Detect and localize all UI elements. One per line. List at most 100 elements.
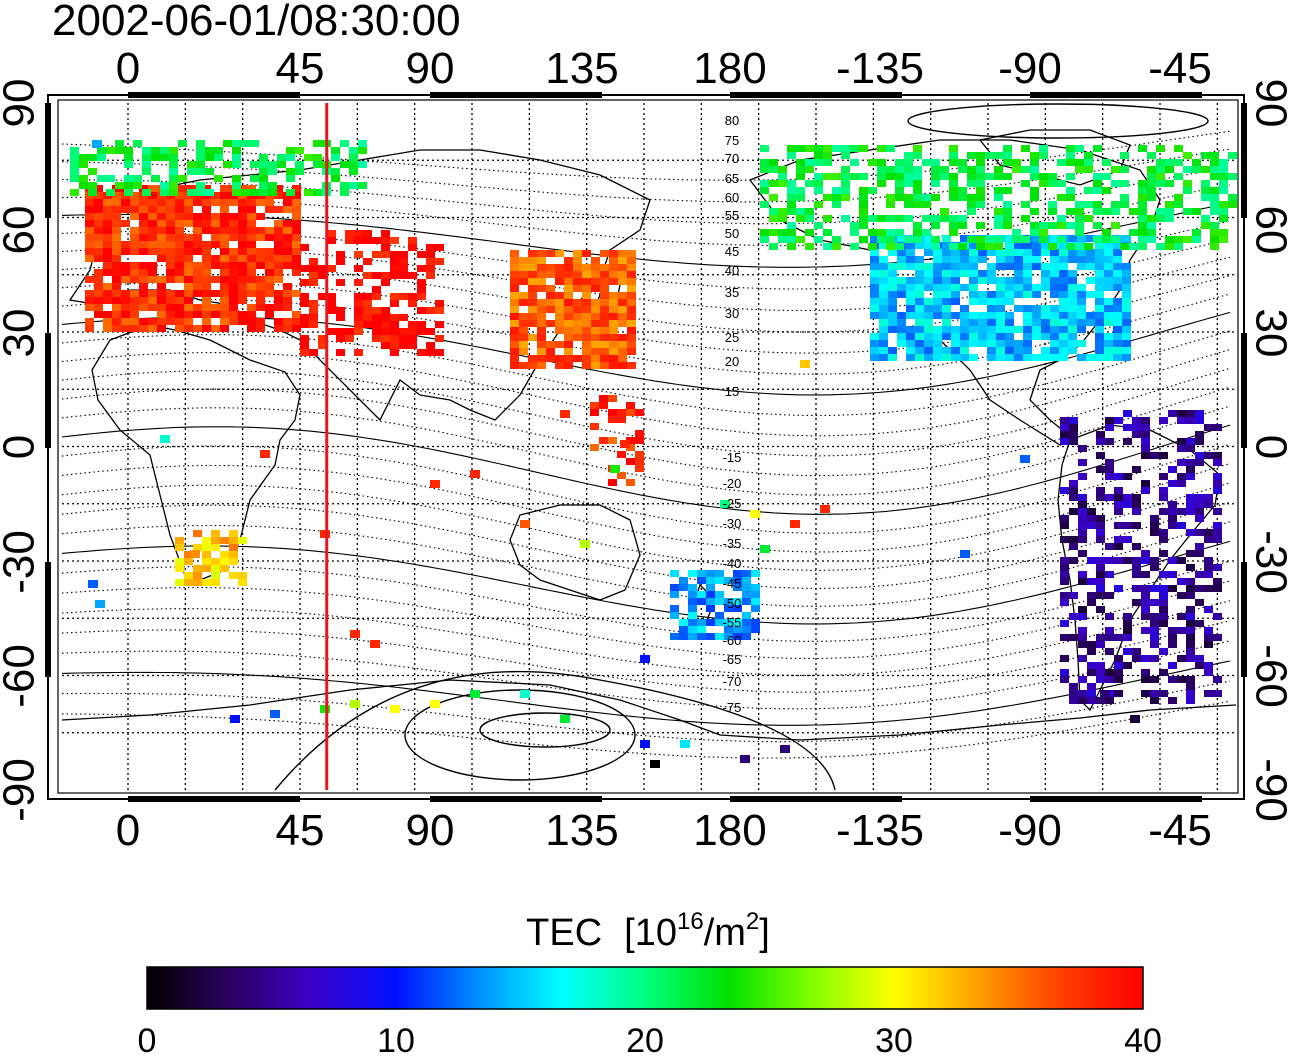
tec-cell	[1041, 333, 1050, 340]
tec-cell	[381, 335, 390, 342]
tec-cell	[1066, 194, 1075, 201]
tec-cell	[1150, 613, 1159, 620]
tec-cell	[1111, 208, 1120, 215]
tec-cell	[85, 199, 94, 206]
tec-cell	[292, 255, 301, 262]
tec-cell	[1165, 180, 1174, 187]
tec-cell	[976, 180, 985, 187]
tec-cell	[274, 304, 283, 311]
tec-cell	[897, 312, 906, 319]
tec-cell	[300, 335, 309, 342]
tec-cell	[994, 215, 1003, 222]
tec-cell	[220, 537, 229, 544]
tec-cell	[363, 293, 372, 300]
tec-cell	[787, 208, 796, 215]
tec-cell	[537, 348, 546, 355]
tec-cell	[1005, 298, 1014, 305]
tec-cell	[626, 409, 635, 416]
tec-cell	[130, 234, 139, 241]
tec-cell	[960, 270, 969, 277]
tec-cell	[1186, 459, 1195, 466]
tec-cell	[417, 349, 426, 356]
tec-cell	[841, 180, 850, 187]
tec-cell	[1077, 305, 1086, 312]
tec-cell	[969, 277, 978, 284]
tec-cell	[1147, 236, 1156, 243]
tec-cell	[157, 311, 166, 318]
tec-cell	[202, 318, 211, 325]
tec-cell	[924, 284, 933, 291]
tec-cell	[340, 140, 349, 147]
tec-cell	[697, 591, 706, 598]
tec-cell	[238, 579, 247, 586]
tec-cell	[1060, 564, 1069, 571]
tec-cell	[832, 187, 841, 194]
tec-cell	[805, 243, 814, 250]
tec-cell	[564, 306, 573, 313]
tec-cell	[546, 306, 555, 313]
tec-cell	[1059, 277, 1068, 284]
tec-cell	[510, 355, 519, 362]
magnetic-contour	[61, 349, 1231, 437]
tec-cell	[960, 340, 969, 347]
tec-cell	[1120, 152, 1129, 159]
tec-cell	[70, 147, 79, 154]
tec-cell	[193, 241, 202, 248]
tec-cell	[309, 258, 318, 265]
tec-cell	[220, 311, 229, 318]
tec-cell	[205, 189, 214, 196]
tec-cell	[987, 347, 996, 354]
tec-cell	[175, 297, 184, 304]
tec-cell	[1095, 298, 1104, 305]
tec-cell	[751, 626, 760, 633]
tec-cell	[1059, 312, 1068, 319]
tec-cell	[933, 277, 942, 284]
tec-cell	[969, 340, 978, 347]
tec-cell	[879, 242, 888, 249]
tec-cell	[733, 584, 742, 591]
tec-cell	[345, 237, 354, 244]
tec-cell	[1023, 333, 1032, 340]
tec-cell	[1069, 431, 1078, 438]
tec-cell	[1057, 236, 1066, 243]
tec-cell	[590, 409, 599, 416]
tec-cell	[1068, 326, 1077, 333]
tec-cell	[600, 341, 609, 348]
tec-cell	[832, 145, 841, 152]
tec-cell	[358, 161, 367, 168]
tec-cell	[564, 320, 573, 327]
tec-cell	[148, 185, 157, 192]
tec-cell	[1159, 620, 1168, 627]
contour-value-label: -30	[723, 516, 742, 531]
tec-cell	[931, 236, 940, 243]
tec-cell	[913, 222, 922, 229]
tec-cell	[327, 293, 336, 300]
tec-cell	[1059, 291, 1068, 298]
tec-cell	[940, 166, 949, 173]
tec-cell	[121, 311, 130, 318]
tec-cell	[336, 258, 345, 265]
tec-cell	[139, 227, 148, 234]
tec-cell	[372, 272, 381, 279]
tec-cell	[976, 222, 985, 229]
tec-cell	[924, 333, 933, 340]
tec-cell	[202, 227, 211, 234]
contour-value-label: 50	[725, 226, 739, 241]
tec-cell	[582, 341, 591, 348]
tec-cell	[345, 328, 354, 335]
tec-cell	[1075, 166, 1084, 173]
tec-cell	[1123, 438, 1132, 445]
tec-cell	[277, 161, 286, 168]
tec-cell	[166, 213, 175, 220]
tec-cell	[951, 326, 960, 333]
tec-cell	[778, 215, 787, 222]
tec-cell	[175, 213, 184, 220]
tec-cell	[1123, 613, 1132, 620]
tec-cell	[399, 328, 408, 335]
contour-value-label: 60	[725, 190, 739, 205]
tec-cell	[381, 251, 390, 258]
tec-cell	[1075, 159, 1084, 166]
tec-cell	[121, 325, 130, 332]
tec-cell	[1032, 333, 1041, 340]
tec-cell	[994, 243, 1003, 250]
